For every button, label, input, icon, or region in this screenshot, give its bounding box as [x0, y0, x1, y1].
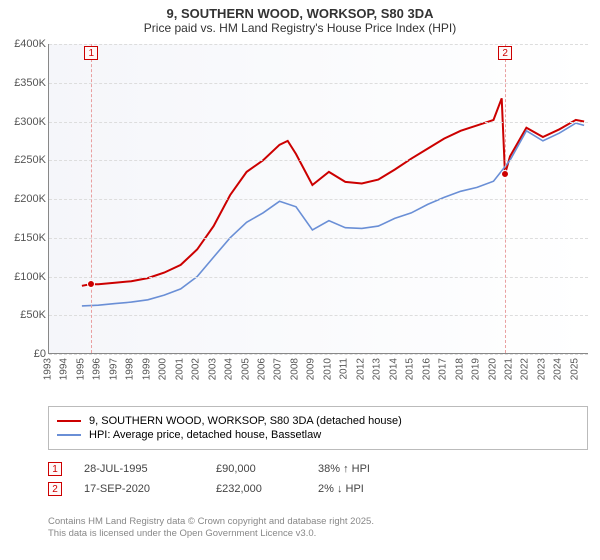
x-tick-label: 2023 [536, 358, 547, 380]
x-tick-label: 2014 [388, 358, 399, 380]
sale-date-1: 28-JUL-1995 [84, 463, 194, 475]
x-tick-label: 1996 [92, 358, 103, 380]
legend-swatch-hpi [57, 434, 81, 436]
x-tick-label: 2003 [207, 358, 218, 380]
sale-dot-2 [501, 170, 509, 178]
sale-price-1: £90,000 [216, 463, 296, 475]
chart-marker-2: 2 [498, 46, 512, 60]
series-property [82, 98, 584, 285]
series-hpi [82, 123, 584, 306]
x-tick-label: 2001 [174, 358, 185, 380]
x-tick-label: 2005 [240, 358, 251, 380]
sale-dot-1 [87, 280, 95, 288]
x-tick-label: 2004 [224, 358, 235, 380]
chart-title-block: 9, SOUTHERN WOOD, WORKSOP, S80 3DA Price… [0, 0, 600, 37]
legend-label-hpi: HPI: Average price, detached house, Bass… [89, 429, 321, 441]
legend-item-property: 9, SOUTHERN WOOD, WORKSOP, S80 3DA (deta… [57, 415, 579, 427]
x-tick-label: 2008 [289, 358, 300, 380]
x-tick-label: 2007 [273, 358, 284, 380]
x-tick-label: 1994 [59, 358, 70, 380]
x-tick-label: 2022 [520, 358, 531, 380]
x-tick-label: 1995 [75, 358, 86, 380]
x-tick-label: 2017 [438, 358, 449, 380]
y-tick-label: £300K [0, 116, 46, 128]
footer-line1: Contains HM Land Registry data © Crown c… [48, 516, 588, 528]
y-tick-label: £350K [0, 77, 46, 89]
sale-marker-1: 1 [48, 462, 62, 476]
sale-date-2: 17-SEP-2020 [84, 483, 194, 495]
y-tick-label: £200K [0, 193, 46, 205]
plot-area: 12 [48, 44, 588, 354]
x-tick-label: 2002 [191, 358, 202, 380]
x-tick-label: 2010 [322, 358, 333, 380]
y-tick-label: £0 [0, 348, 46, 360]
y-tick-label: £100K [0, 271, 46, 283]
x-tick-label: 2021 [503, 358, 514, 380]
sale-marker-2: 2 [48, 482, 62, 496]
sale-row-2: 2 17-SEP-2020 £232,000 2% ↓ HPI [48, 482, 588, 496]
sale-delta-2: 2% ↓ HPI [318, 483, 408, 495]
x-tick-label: 2009 [306, 358, 317, 380]
x-tick-label: 2011 [339, 358, 350, 380]
x-tick-label: 2025 [569, 358, 580, 380]
x-tick-label: 1999 [141, 358, 152, 380]
x-tick-label: 2013 [372, 358, 383, 380]
y-tick-label: £400K [0, 38, 46, 50]
title-subtitle: Price paid vs. HM Land Registry's House … [0, 21, 600, 35]
x-tick-label: 1993 [43, 358, 54, 380]
x-tick-label: 2024 [553, 358, 564, 380]
sale-delta-1: 38% ↑ HPI [318, 463, 408, 475]
x-tick-label: 1997 [108, 358, 119, 380]
legend-label-property: 9, SOUTHERN WOOD, WORKSOP, S80 3DA (deta… [89, 415, 402, 427]
sales-table: 1 28-JUL-1995 £90,000 38% ↑ HPI 2 17-SEP… [48, 456, 588, 502]
x-tick-label: 2006 [257, 358, 268, 380]
x-tick-label: 2015 [405, 358, 416, 380]
x-tick-label: 2020 [487, 358, 498, 380]
x-tick-label: 1998 [125, 358, 136, 380]
x-tick-label: 2012 [355, 358, 366, 380]
chart: 12 £0£50K£100K£150K£200K£250K£300K£350K£… [0, 40, 600, 400]
x-tick-label: 2016 [421, 358, 432, 380]
sale-row-1: 1 28-JUL-1995 £90,000 38% ↑ HPI [48, 462, 588, 476]
legend-swatch-property [57, 420, 81, 422]
x-tick-label: 2018 [454, 358, 465, 380]
sale-price-2: £232,000 [216, 483, 296, 495]
legend: 9, SOUTHERN WOOD, WORKSOP, S80 3DA (deta… [48, 406, 588, 450]
y-tick-label: £50K [0, 309, 46, 321]
footer-line2: This data is licensed under the Open Gov… [48, 528, 588, 540]
y-tick-label: £150K [0, 232, 46, 244]
title-address: 9, SOUTHERN WOOD, WORKSOP, S80 3DA [0, 6, 600, 21]
y-tick-label: £250K [0, 154, 46, 166]
chart-marker-1: 1 [84, 46, 98, 60]
x-tick-label: 2000 [158, 358, 169, 380]
legend-item-hpi: HPI: Average price, detached house, Bass… [57, 429, 579, 441]
footer-attribution: Contains HM Land Registry data © Crown c… [48, 516, 588, 541]
x-tick-label: 2019 [471, 358, 482, 380]
